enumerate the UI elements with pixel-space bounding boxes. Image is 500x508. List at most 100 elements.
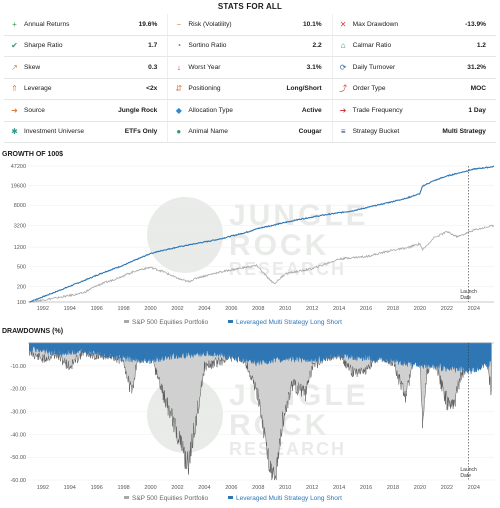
stat-label: Skew	[24, 63, 41, 71]
stat-value: 10.1%	[302, 20, 322, 28]
legend-swatch	[124, 496, 129, 499]
stats-title: STATS FOR ALL	[217, 2, 283, 11]
legend-label: S&P 500 Equities Portfolio	[132, 495, 209, 502]
y-tick-label: 200	[17, 285, 26, 291]
x-tick-label: 2022	[441, 485, 453, 491]
x-tick-label: 2024	[468, 485, 480, 491]
y-tick-label: 47200	[11, 164, 26, 170]
x-tick-label: 2006	[225, 306, 237, 312]
stat-cell: ⇵ Positioning Long/Short	[167, 78, 331, 99]
trend-up-icon: ↗	[11, 62, 18, 72]
y-tick-label: -20.00	[10, 387, 26, 393]
x-tick-label: 1992	[37, 306, 49, 312]
stat-value: 31.2%	[467, 63, 486, 71]
launch-date-label: Date	[460, 473, 471, 479]
x-tick-label: 2020	[414, 485, 426, 491]
y-tick-label: 100	[17, 300, 26, 306]
legend-swatch	[228, 320, 233, 323]
check-icon: ✔	[11, 41, 18, 51]
stat-cell: − Risk (Volatility) 10.1%	[167, 14, 331, 35]
x-tick-label: 1994	[64, 306, 76, 312]
x-tick-label: 2018	[387, 306, 399, 312]
x-tick-label: 2014	[333, 306, 345, 312]
stat-label: Calmar Ratio	[352, 42, 392, 50]
stat-label: Worst Year	[188, 63, 221, 71]
stat-label: Sortino Ratio	[188, 42, 227, 50]
stats-row: ✱ Investment Universe ETFs Only ● Animal Nam…	[4, 121, 496, 143]
stat-label: Max Drawdown	[352, 20, 399, 28]
stat-value: MOC	[470, 85, 486, 93]
stats-table: + Annual Returns 19.6% − Risk (Volatility) 10…	[4, 14, 496, 143]
x-tick-label: 1998	[117, 306, 129, 312]
watermark-text: ROCK	[229, 229, 329, 262]
launch-date-label: Date	[460, 295, 471, 301]
list-icon: ≡	[340, 127, 346, 137]
watermark-circle	[147, 197, 223, 273]
x-tick-label: 1996	[91, 485, 103, 491]
stat-label: Positioning	[188, 85, 221, 93]
arrow-down-icon: ↓	[176, 62, 181, 72]
gauge-icon: ◔	[176, 41, 182, 51]
x-tick-label: 2002	[171, 306, 183, 312]
stat-value: <2x	[146, 85, 158, 93]
y-tick-label: 3200	[14, 223, 26, 229]
watermark-text: JUNGLE	[229, 199, 369, 232]
y-tick-label: 19600	[11, 183, 26, 189]
stat-label: Source	[24, 106, 45, 114]
x-tick-label: 2008	[252, 485, 264, 491]
legend-swatch	[228, 496, 233, 499]
stat-cell: ⤴ Order Type MOC	[331, 78, 496, 99]
watermark-text: RESEARCH	[229, 259, 346, 279]
stats-row: ↗ Skew 0.3 ↓ Worst Year 3.1% ⟳ Daily Turnover 31…	[4, 57, 496, 79]
stats-row: ⇑ Leverage <2x ⇵ Positioning Long/Short ⤴ Order…	[4, 78, 496, 100]
stat-label: Leverage	[24, 85, 52, 93]
x-tick-label: 1996	[91, 306, 103, 312]
y-tick-label: 1200	[14, 245, 26, 251]
stat-label: Investment Universe	[24, 128, 85, 136]
strategy-line	[29, 165, 495, 303]
x-tick-label: 2010	[279, 485, 291, 491]
y-tick-label: 500	[17, 264, 26, 270]
stat-value: Jungle Rock	[118, 106, 158, 114]
stat-value: Active	[301, 106, 322, 114]
launch-date-label: Launch	[460, 467, 477, 473]
stat-label: Trade Frequency	[352, 106, 403, 114]
stat-value: Long/Short	[286, 85, 322, 93]
x-tick-label: 2002	[171, 485, 183, 491]
launch-date-label: Launch	[460, 289, 477, 295]
x-tick-label: 2022	[441, 306, 453, 312]
x-tick-label: 1994	[64, 485, 76, 491]
stat-label: Allocation Type	[188, 106, 233, 114]
stat-value: ETFs Only	[124, 128, 158, 136]
x-tick-label: 2000	[144, 306, 156, 312]
bell-icon: ⌂	[340, 41, 346, 51]
legend-label: Leveraged Multi Strategy Long Short	[236, 495, 342, 502]
x-tick-label: 1998	[117, 485, 129, 491]
x-tick-label: 2016	[360, 306, 372, 312]
stat-cell: ≡ Strategy Bucket Multi Strategy	[331, 121, 496, 142]
stat-label: Sharpe Ratio	[24, 42, 63, 50]
stat-label: Risk (Volatility)	[188, 20, 232, 28]
y-tick-label: 8000	[14, 203, 26, 209]
paw-icon: ●	[176, 127, 182, 137]
stat-value: 2.2	[312, 42, 322, 50]
stat-label: Daily Turnover	[352, 63, 396, 71]
x-tick-label: 2004	[198, 306, 210, 312]
share-icon: ⤴	[339, 84, 348, 94]
chevrons-up-icon: ⇑	[11, 84, 18, 94]
x-tick-label: 2004	[198, 485, 210, 491]
y-tick-label: -60.00	[10, 478, 26, 484]
close-icon: ✕	[339, 19, 347, 29]
stat-cell: ✕ Max Drawdown -13.9%	[331, 14, 496, 35]
stat-cell: ✔ Sharpe Ratio 1.7	[4, 36, 167, 57]
tag-icon: ◆	[175, 105, 182, 115]
x-tick-label: 2020	[414, 306, 426, 312]
stat-value: 1.2	[476, 42, 486, 50]
stat-value: Cougar	[298, 128, 322, 136]
stat-cell: ↗ Skew 0.3	[4, 57, 167, 78]
x-tick-label: 2018	[387, 485, 399, 491]
x-tick-label: 2000	[144, 485, 156, 491]
watermark-text: RESEARCH	[229, 439, 346, 459]
stat-cell: ➔ Trade Frequency 1 Day	[331, 100, 496, 121]
